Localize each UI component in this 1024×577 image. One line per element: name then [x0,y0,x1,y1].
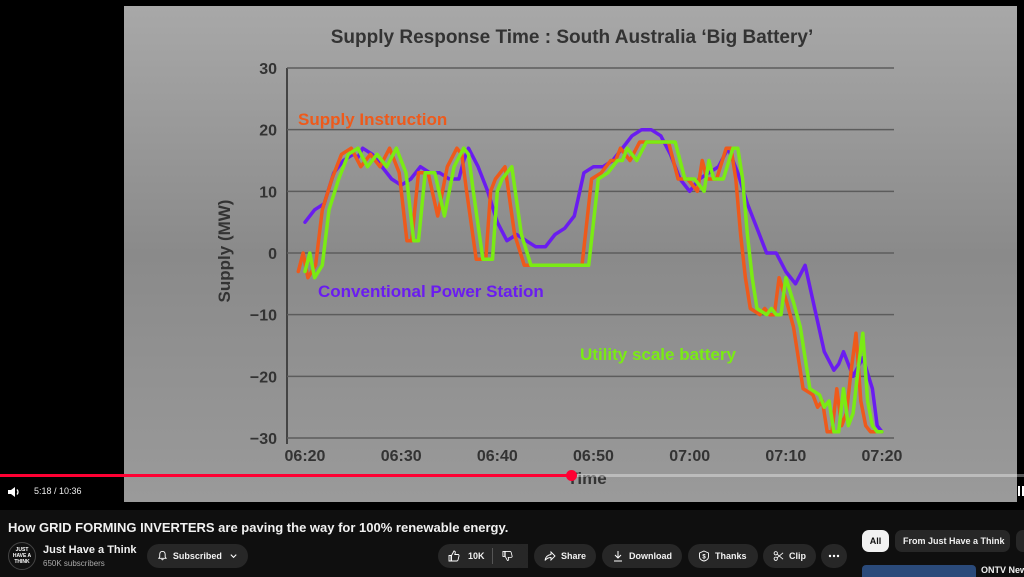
x-tick-label: 06:50 [573,448,614,465]
like-dislike-divider [492,548,493,564]
y-tick-label: −20 [250,369,277,386]
x-tick-label: 07:20 [862,448,903,465]
y-tick-labels: 30 20 10 0 −10 −20 −30 [250,61,277,448]
like-count: 10K [468,551,485,561]
share-icon [544,550,556,562]
y-axis-label: Supply (MW) [215,200,234,303]
thanks-label: Thanks [715,551,747,561]
subscriber-count: 650K subscribers [43,559,105,568]
series-layer [296,127,884,434]
clip-label: Clip [789,551,806,561]
channel-avatar[interactable]: JUST HAVE A THINK [8,542,36,570]
x-tick-label: 07:00 [669,448,710,465]
progress-fill [0,474,572,477]
annotation-utility-scale-battery: Utility scale battery [580,345,736,364]
download-button[interactable]: Download [602,544,682,568]
thumbs-up-icon [448,550,460,562]
chart-background [124,6,1017,502]
x-tick-label: 07:10 [765,448,806,465]
chevron-down-icon [230,554,237,559]
filter-chip-from-channel[interactable]: From Just Have a Think [895,530,1010,552]
clip-button[interactable]: Clip [763,544,816,568]
download-icon [614,551,622,562]
channel-name[interactable]: Just Have a Think [43,544,137,556]
y-tick-label: −10 [250,308,277,325]
x-tick-labels: 06:20 06:30 06:40 06:50 07:00 07:10 07:20 [285,448,903,465]
filter-chip-next[interactable] [1016,530,1024,552]
video-player[interactable]: Supply Response Time : South Australia ‘… [0,0,1024,510]
video-title: How GRID FORMING INVERTERS are paving th… [8,520,509,535]
recommended-thumbnail[interactable] [862,565,976,577]
x-tick-label: 06:20 [285,448,326,465]
thanks-icon: $ [699,550,709,562]
more-horizontal-icon [828,554,840,558]
more-actions-button[interactable] [821,544,847,568]
time-display: 5:18 / 10:36 [34,486,82,496]
x-tick-label: 06:40 [477,448,518,465]
thumbs-down-icon [502,551,513,561]
dislike-button[interactable] [493,544,528,568]
series-line-utility-scale-battery [303,140,884,434]
y-tick-label: 30 [259,61,277,78]
player-controls: 5:18 / 10:36 [0,470,1024,510]
settings-edge-icon[interactable] [1018,486,1024,496]
bell-icon [157,551,167,561]
filter-chip-all[interactable]: All [862,530,889,552]
x-tick-label: 06:30 [381,448,422,465]
progress-scrubber[interactable] [566,470,578,481]
series-line-supply-instruction [296,140,878,434]
y-tick-label: 0 [268,246,277,263]
share-label: Share [560,551,586,561]
y-tick-label: 10 [259,184,277,201]
volume-icon[interactable] [6,484,22,500]
download-label: Download [629,551,672,561]
annotation-conventional-power-station: Conventional Power Station [318,282,544,301]
series-line-conventional-power-station [303,127,884,434]
chart-title: Supply Response Time : South Australia ‘… [331,27,813,48]
avatar-text: JUST HAVE A THINK [12,547,32,565]
svg-text:$: $ [702,554,706,560]
scissors-icon [773,551,784,561]
share-button[interactable]: Share [534,544,596,568]
annotation-supply-instruction: Supply Instruction [298,110,447,129]
chart-frame: Supply Response Time : South Australia ‘… [124,6,1017,502]
subscribed-button[interactable]: Subscribed [147,544,248,568]
y-tick-label: −30 [250,431,277,448]
recommended-title[interactable]: ONTV New [981,565,1024,575]
x-axis-label: Time [567,469,606,488]
subscribed-label: Subscribed [172,551,222,561]
thanks-button[interactable]: $ Thanks [688,544,758,568]
y-tick-label: 20 [259,123,277,140]
